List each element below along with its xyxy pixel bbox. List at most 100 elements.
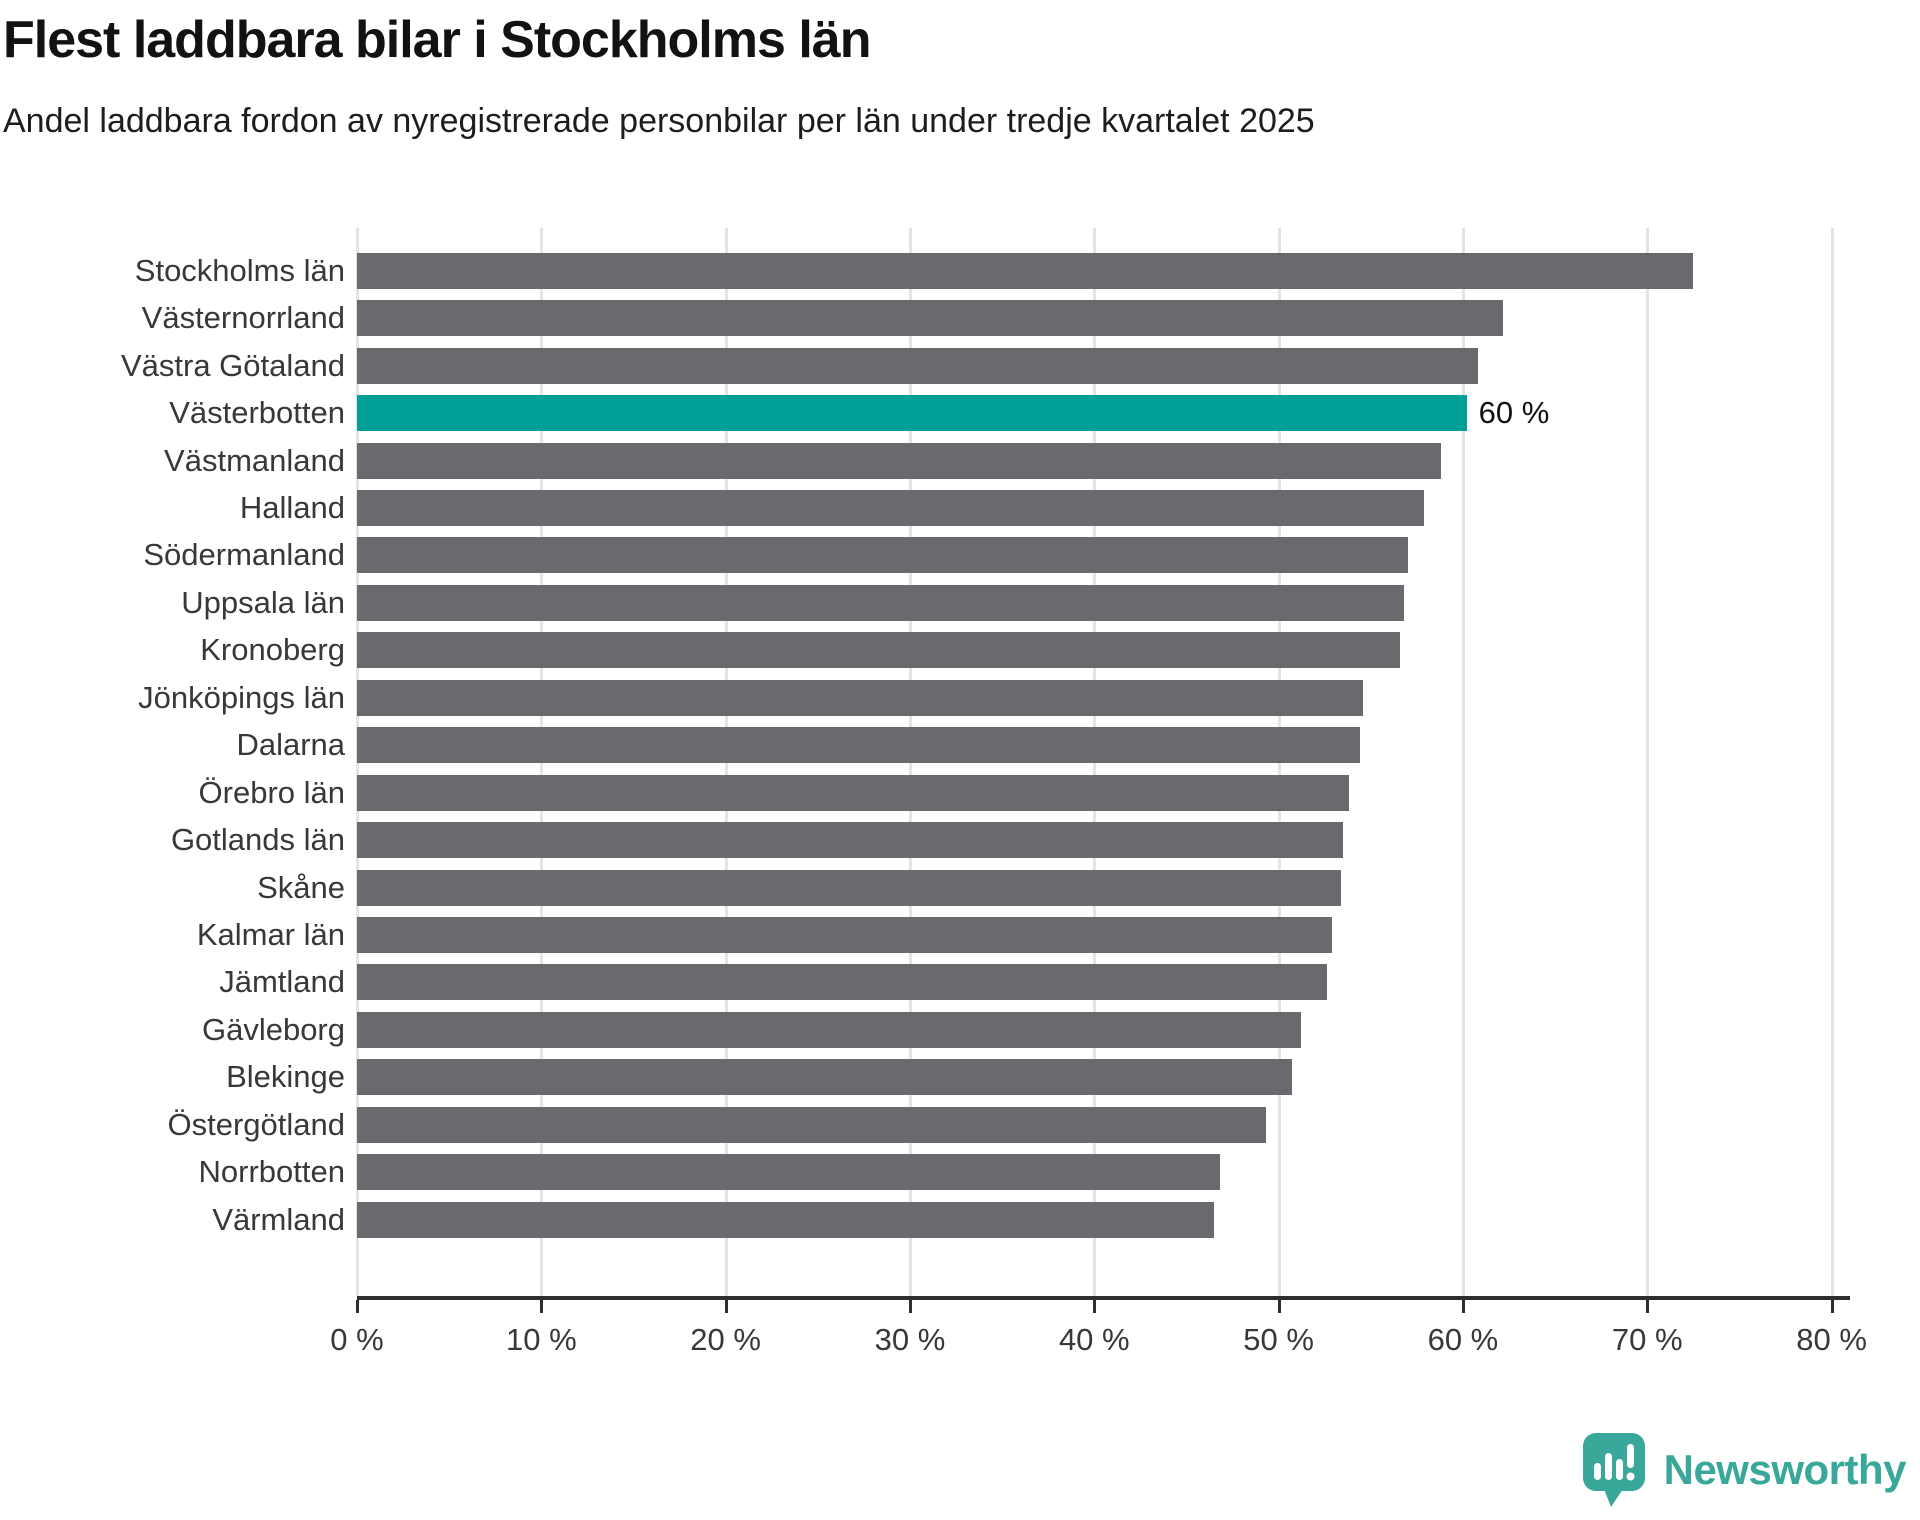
category-label: Dalarna — [236, 727, 345, 763]
category-label: Västernorrland — [141, 300, 345, 336]
newsworthy-speech-bubble-chart-icon — [1582, 1433, 1645, 1507]
x-axis-tick-label: 0 % — [330, 1322, 384, 1357]
category-label: Uppsala län — [181, 584, 345, 620]
category-label: Gotlands län — [170, 822, 345, 858]
x-axis-tick-label: 70 % — [1611, 1322, 1683, 1357]
bar-track — [357, 1011, 1850, 1048]
bar — [357, 1011, 1301, 1048]
bar-track — [357, 727, 1850, 764]
bar-row: Blekinge — [0, 1059, 1850, 1096]
bar — [357, 869, 1342, 906]
category-label: Norrbotten — [198, 1154, 345, 1190]
bar-row: Örebro län — [0, 774, 1850, 811]
bar — [357, 252, 1694, 289]
bar-track — [357, 679, 1850, 716]
bar — [357, 347, 1478, 384]
page-title: Flest laddbara bilar i Stockholms län — [3, 11, 871, 69]
gridline — [1646, 228, 1650, 1296]
category-label: Gävleborg — [201, 1011, 345, 1047]
x-axis-tick-label: 30 % — [874, 1322, 946, 1357]
bar — [357, 727, 1360, 764]
x-axis-tick-mark — [356, 1300, 359, 1313]
bar-track — [357, 774, 1850, 811]
bar-track — [357, 1154, 1850, 1191]
bar-row: Västmanland — [0, 442, 1850, 479]
bar-track — [357, 442, 1850, 479]
category-label: Jämtland — [219, 964, 345, 1000]
bar-row: Uppsala län — [0, 584, 1850, 621]
bar-row: Västerbotten 60 % — [0, 395, 1850, 432]
bar — [357, 1059, 1292, 1096]
bar — [357, 489, 1425, 526]
x-axis-tick-label: 80 % — [1796, 1322, 1867, 1357]
bar-track — [357, 632, 1850, 669]
bar — [357, 632, 1401, 669]
x-axis-tick-label: 60 % — [1427, 1322, 1499, 1357]
bar-row: Södermanland — [0, 537, 1850, 574]
x-axis-tick-mark — [1461, 1300, 1465, 1313]
bar-track — [357, 917, 1850, 953]
bar-track: 60 % — [357, 395, 1850, 432]
bar-track — [357, 537, 1850, 574]
bar-track — [357, 869, 1850, 906]
x-axis-tick-mark — [1830, 1300, 1834, 1313]
bar-row: Kronoberg — [0, 632, 1850, 669]
bar — [357, 1106, 1266, 1143]
bar-row: Västra Götaland — [0, 347, 1850, 384]
category-label: Örebro län — [198, 774, 345, 810]
category-label: Halland — [239, 489, 345, 525]
x-axis-tick-label: 40 % — [1058, 1322, 1130, 1357]
bar-row: Östergötland — [0, 1106, 1850, 1143]
x-axis-tick-mark — [908, 1300, 912, 1313]
bar-row: Gotlands län — [0, 822, 1850, 859]
bar-row: Värmland — [0, 1201, 1850, 1238]
x-axis-tick-mark — [540, 1300, 544, 1313]
category-label: Kalmar län — [196, 917, 345, 952]
gridline — [1461, 228, 1465, 1296]
bar-track — [357, 1106, 1850, 1143]
bar-track — [357, 300, 1850, 337]
brand-name: Newsworthy — [1663, 1446, 1907, 1493]
bar-row: Jämtland — [0, 964, 1850, 1001]
bar-row: Dalarna — [0, 727, 1850, 764]
bar — [357, 1201, 1215, 1238]
bar-row: Gävleborg — [0, 1011, 1850, 1048]
category-label: Blekinge — [226, 1059, 345, 1095]
bar — [357, 917, 1333, 953]
category-label: Skåne — [257, 869, 345, 905]
bar — [357, 679, 1364, 716]
bar-row: Jönköpings län — [0, 679, 1850, 716]
x-axis-tick-label: 50 % — [1243, 1322, 1314, 1357]
bar-track — [357, 1059, 1850, 1096]
x-axis-tick-mark — [724, 1300, 728, 1313]
bar-row: Skåne — [0, 869, 1850, 906]
bar-track — [357, 964, 1850, 1001]
highlighted-bar — [357, 395, 1467, 432]
category-label: Värmland — [212, 1201, 345, 1237]
category-label: Västmanland — [164, 442, 345, 478]
bar-value-label: 60 % — [1478, 395, 1550, 431]
x-axis-tick-label: 10 % — [505, 1322, 577, 1357]
x-axis-tick-label: 20 % — [690, 1322, 761, 1357]
bar-row: Norrbotten — [0, 1154, 1850, 1191]
x-axis-tick-mark — [1646, 1300, 1650, 1313]
category-label: Jönköpings län — [138, 679, 345, 715]
bar-track — [357, 584, 1850, 621]
category-label: Västerbotten — [169, 395, 345, 431]
x-axis-tick-mark — [1277, 1300, 1281, 1313]
bar — [357, 774, 1349, 811]
bar-track — [357, 822, 1850, 859]
bar-row: Kalmar län — [0, 917, 1850, 953]
gridline — [1830, 228, 1834, 1296]
chart-subtitle: Andel laddbara fordon av nyregistrerade … — [3, 102, 1315, 140]
bar-row: Stockholms län — [0, 252, 1850, 289]
bar-track — [357, 252, 1850, 289]
bar — [357, 964, 1327, 1001]
category-label: Östergötland — [167, 1106, 346, 1142]
bar-track — [357, 347, 1850, 384]
bar — [357, 584, 1404, 621]
branding: Newsworthy — [1582, 1432, 1907, 1508]
category-label: Södermanland — [143, 537, 345, 573]
bar — [357, 1154, 1220, 1191]
bar — [357, 822, 1344, 859]
